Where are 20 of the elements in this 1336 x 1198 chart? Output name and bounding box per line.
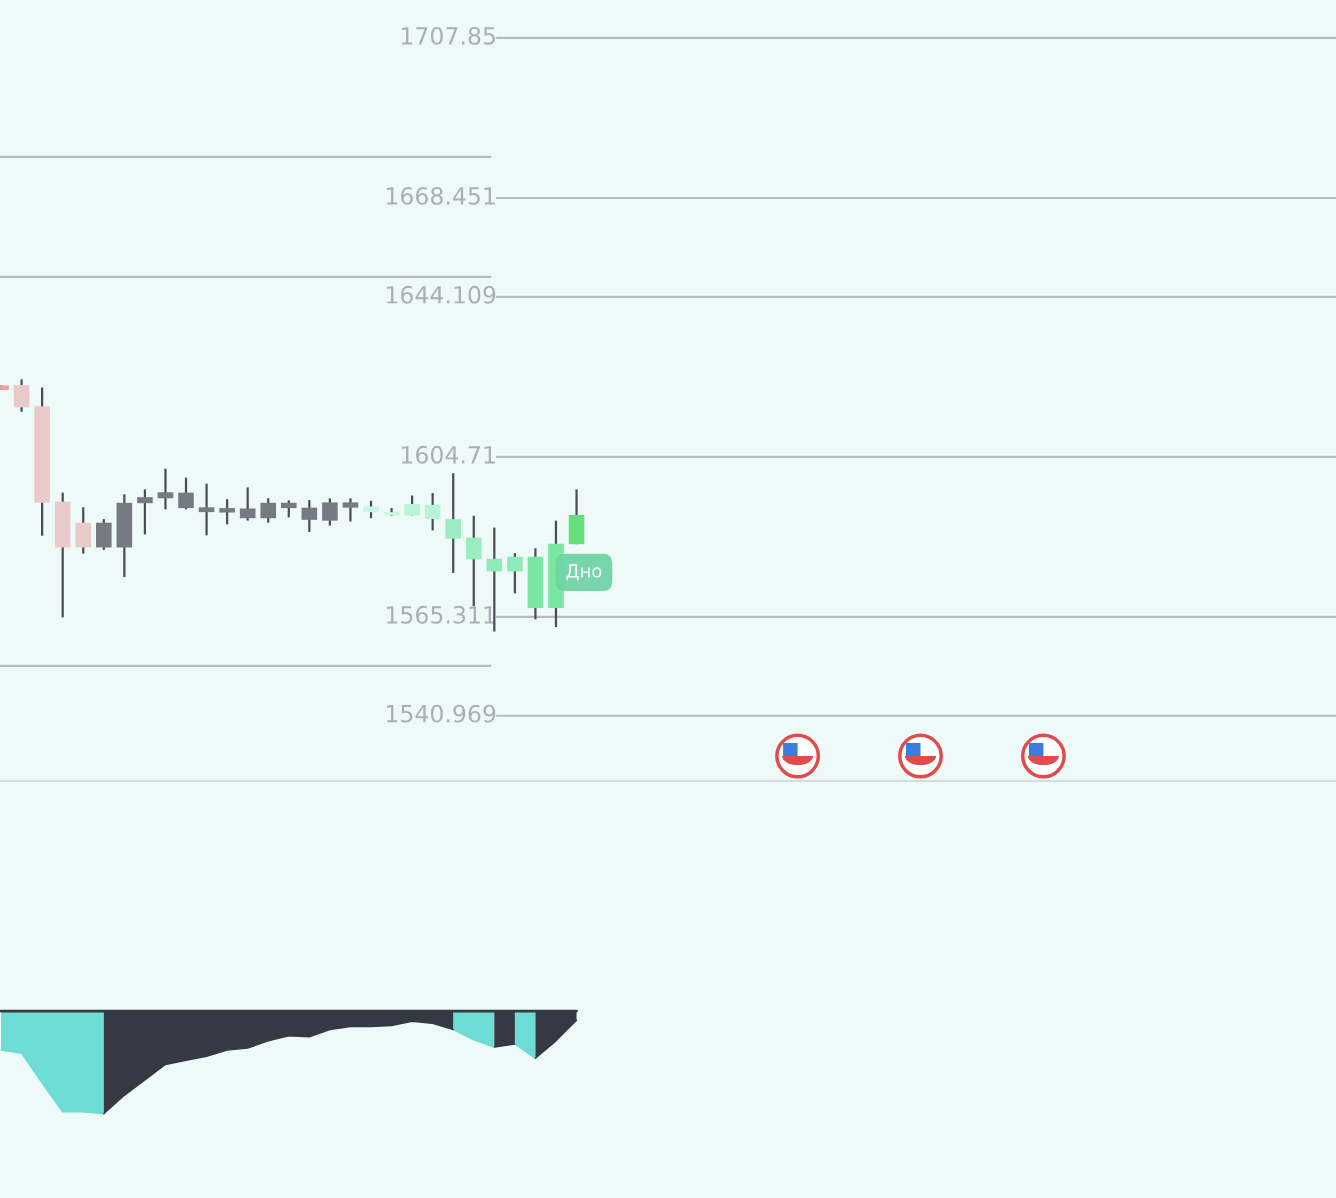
candlestick — [137, 488, 153, 536]
ref-line-label: 1644.109 — [386, 285, 496, 304]
candlestick — [239, 486, 256, 522]
candlestick — [342, 497, 359, 523]
annotation: Дно — [566, 564, 602, 581]
candlestick — [507, 552, 523, 595]
candlestick — [157, 467, 174, 511]
ref-line-label: 1540.969 — [386, 704, 496, 723]
ref-line-label: 1604.71 — [401, 445, 495, 464]
candlestick — [301, 498, 318, 534]
candlestick — [219, 498, 235, 526]
candlestick — [445, 472, 462, 575]
candlestick — [198, 482, 215, 537]
candlestick — [13, 378, 30, 413]
candlestick — [260, 497, 277, 524]
ref-line-label: 1707.85 — [401, 26, 495, 45]
ref-line-label: 1668.451 — [386, 186, 495, 205]
candlestick — [424, 491, 441, 532]
candlestick — [178, 476, 194, 511]
candlestick — [322, 497, 338, 527]
